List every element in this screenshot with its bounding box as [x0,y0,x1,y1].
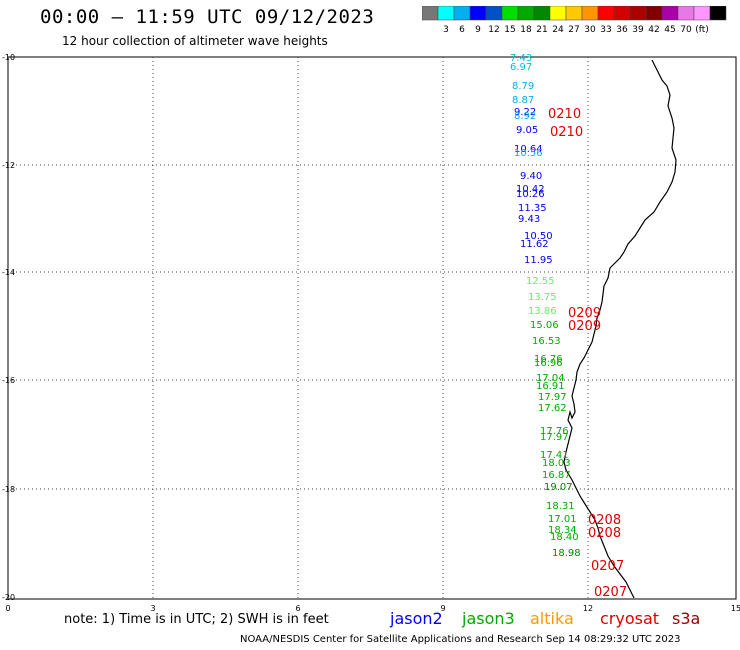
wave-height-value: 16.91 [536,381,565,392]
wave-height-value: 15.06 [530,320,559,331]
wave-height-value: 10.56 [514,148,543,159]
color-scale-label: 33 [600,25,611,35]
wave-height-value: 19.07 [544,482,573,493]
wave-height-value: 9.43 [518,214,540,225]
wave-height-value: 16.53 [532,336,561,347]
wave-height-value: 8.87 [512,95,534,106]
color-scale-label: (ft) [695,25,709,35]
credit-line: NOAA/NESDIS Center for Satellite Applica… [240,634,681,645]
wave-height-value: 11.62 [520,239,549,250]
pass-time-label: 0209 [568,319,601,334]
x-tick-label: 9 [440,604,445,613]
map-title: 00:00 – 11:59 UTC 09/12/2023 [40,6,375,28]
wave-height-value: 10.64 [514,144,543,155]
color-scale-label: 15 [504,25,515,35]
pass-time-label: 0207 [591,559,624,574]
color-scale-label: 3 [443,25,449,35]
wave-height-value: 7.43 [510,53,532,64]
y-tick-label: -18 [2,485,15,494]
x-tick-label: 12 [583,604,593,613]
color-scale-label: 36 [616,25,628,35]
wave-height-value: 18.03 [542,458,571,469]
wave-height-value: 9.05 [516,125,538,136]
map-grid: -10 -12 -14 -16 -18 -20 0 3 6 9 12 15 [2,53,740,613]
color-scale-label: 12 [488,25,499,35]
legend-jason3: jason3 [462,609,515,628]
y-tick-label: -14 [2,268,15,277]
color-scale-label: 24 [552,25,564,35]
pass-time-label: 0210 [548,107,581,122]
wave-height-value: 12.55 [526,276,555,287]
color-scale-label: 30 [584,25,596,35]
wave-height-value: 17.62 [538,403,567,414]
color-scale-label: 18 [520,25,532,35]
color-scale-swatches: 3 6 9 12 15 18 21 24 27 30 33 36 39 42 45 70 (ft) [421,5,727,35]
pass-time-label: 0210 [550,125,583,140]
wave-height-value: 18.31 [546,501,575,512]
wave-height-value: 13.86 [528,306,557,317]
color-scale-label: 70 [680,25,692,35]
x-tick-label: 6 [295,604,300,613]
y-tick-label: -16 [2,376,15,385]
wave-height-value: 10.50 [524,231,553,242]
wave-height-value: 16.76 [534,354,563,365]
wave-height-value: 18.34 [548,525,577,536]
color-swatch [709,5,727,21]
legend-cryosat: cryosat [600,609,660,628]
wave-height-value: 17.97 [538,392,567,403]
wave-height-value: 17.76 [540,426,569,437]
y-tick-label: -20 [2,593,15,602]
legend-jason2: jason2 [390,609,443,628]
wave-height-value: 17.97 [540,432,569,443]
pass-time-label: 0209 [568,306,601,321]
wave-height-value: 17.01 [548,514,577,525]
wave-height-value: 6.97 [510,62,532,73]
y-tick-label: -10 [2,53,15,62]
x-tick-label: 15 [731,604,740,613]
wave-height-value: 17.41 [540,450,569,461]
wave-height-value: 18.98 [552,548,581,559]
wave-height-value: 13.75 [528,292,557,303]
pass-time-label: 0208 [588,526,621,541]
x-tick-label: 0 [5,604,10,613]
y-tick-label: -12 [2,161,15,170]
wave-height-value: 16.87 [542,470,571,481]
map-frame [7,56,737,600]
wave-height-value: 10.42 [516,184,545,195]
coastline [563,59,677,599]
wave-height-value: 16.96 [534,358,563,369]
color-scale-label: 39 [632,25,644,35]
wave-height-value: 8.79 [512,81,534,92]
map-subtitle: 12 hour collection of altimeter wave hei… [62,34,328,48]
wave-height-value: 18.40 [550,532,579,543]
footer-note: note: 1) Time is in UTC; 2) SWH is in fe… [64,612,329,627]
color-scale-label: 45 [664,25,675,35]
wave-height-value: 11.95 [524,255,553,266]
wave-height-value: 9.22 [514,107,536,118]
pass-time-label: 0208 [588,513,621,528]
wave-height-value: 9.40 [520,171,542,182]
color-scale-label: 9 [475,25,481,35]
color-scale-label: 6 [459,25,465,35]
color-scale-label: 42 [648,25,659,35]
color-scale-bar: 3 6 9 12 15 18 21 24 27 30 33 36 39 42 45 70 (ft) [421,5,732,46]
color-scale-label: 27 [568,25,579,35]
legend-s3a: s3a [672,609,701,628]
wave-height-value: 11.35 [518,203,547,214]
color-scale-label: 21 [536,25,547,35]
legend-altika: altika [530,609,574,628]
x-tick-label: 3 [150,604,155,613]
wave-height-value: 8.92 [514,111,536,122]
wave-height-value: 10.26 [516,189,545,200]
pass-time-label: 0207 [594,585,627,600]
wave-height-value: 17.04 [536,373,565,384]
